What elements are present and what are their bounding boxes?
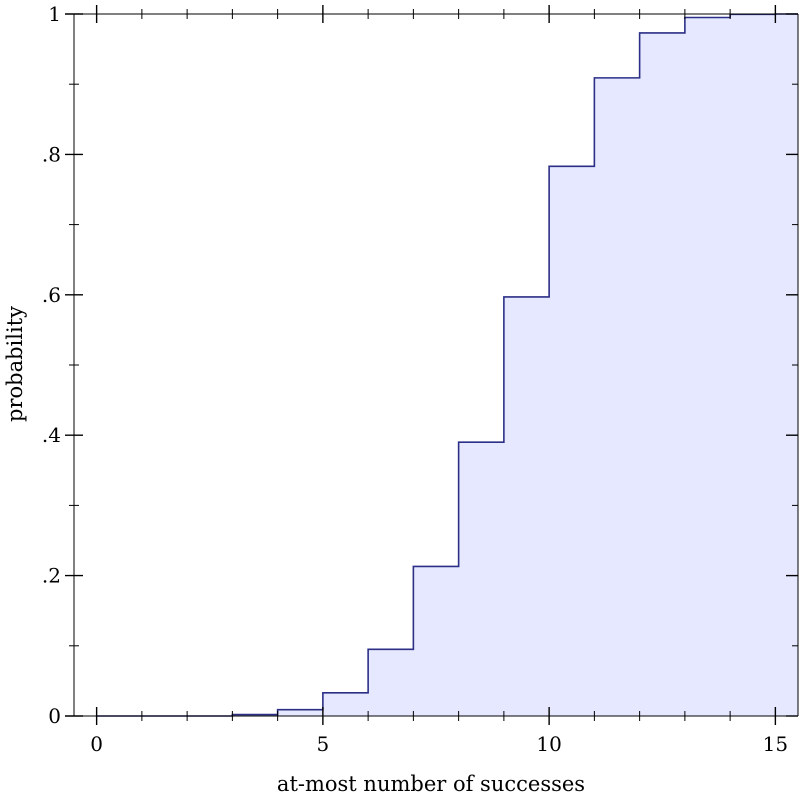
y-tick-label: 0 [48, 704, 61, 728]
y-tick-label: .8 [42, 142, 61, 166]
area-layer [96, 14, 798, 716]
y-tick-label: .2 [42, 564, 61, 588]
x-tick-label: 5 [317, 732, 330, 756]
cdf-step-line [96, 13, 798, 717]
label-layer: 0 5 10 15 0 .2 .4 .6 .8 1 [42, 2, 788, 756]
y-tick-label: 1 [48, 2, 61, 26]
cdf-area [96, 14, 798, 716]
y-tick-label: .4 [42, 423, 61, 447]
x-tick-label: 15 [763, 732, 788, 756]
line-layer [96, 13, 798, 717]
y-axis-label: probability [3, 306, 27, 422]
tick-layer [65, 5, 798, 725]
y-tick-label: .6 [42, 283, 61, 307]
x-axis-label: at-most number of successes [277, 772, 585, 796]
x-tick-label: 0 [90, 732, 103, 756]
x-tick-label: 10 [536, 732, 561, 756]
